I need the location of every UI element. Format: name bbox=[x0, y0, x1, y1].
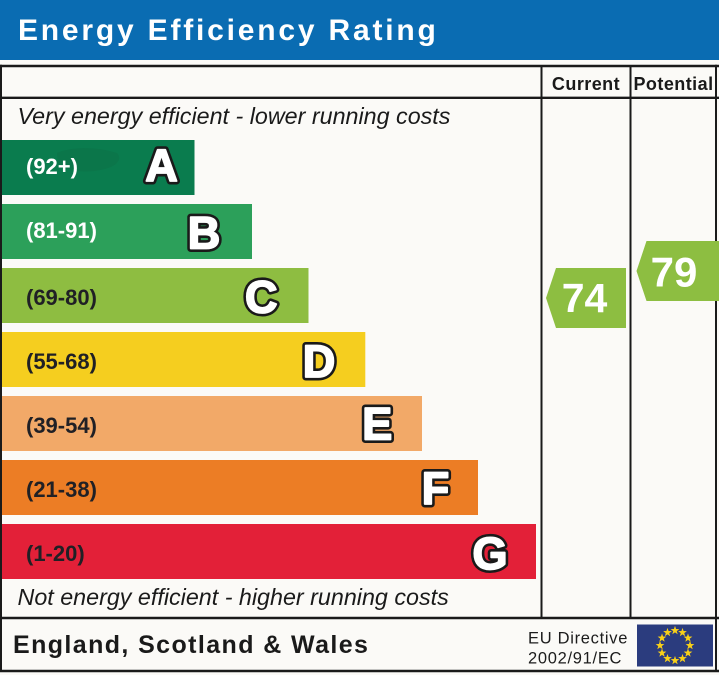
svg-text:(55-68): (55-68) bbox=[26, 349, 97, 374]
svg-text:F: F bbox=[422, 463, 450, 514]
svg-text:C: C bbox=[245, 271, 278, 322]
svg-text:2002/91/EC: 2002/91/EC bbox=[528, 650, 622, 668]
svg-text:Very energy efficient - lower: Very energy efficient - lower running co… bbox=[18, 103, 451, 129]
svg-text:Current: Current bbox=[552, 74, 620, 94]
svg-text:A: A bbox=[145, 140, 178, 191]
svg-text:(21-38): (21-38) bbox=[26, 477, 97, 502]
svg-text:(39-54): (39-54) bbox=[26, 413, 97, 438]
svg-text:B: B bbox=[188, 208, 221, 259]
svg-text:A: A bbox=[145, 140, 178, 191]
svg-text:Not energy efficient - higher: Not energy efficient - higher running co… bbox=[18, 584, 450, 610]
svg-text:England, Scotland & Wales: England, Scotland & Wales bbox=[13, 631, 369, 659]
svg-text:G: G bbox=[472, 528, 507, 579]
svg-text:C: C bbox=[245, 271, 278, 322]
svg-text:74: 74 bbox=[562, 275, 608, 321]
svg-text:(69-80): (69-80) bbox=[26, 285, 97, 310]
svg-text:E: E bbox=[362, 399, 392, 450]
svg-text:B: B bbox=[188, 208, 221, 259]
svg-text:G: G bbox=[472, 528, 507, 579]
svg-text:(92+): (92+) bbox=[26, 154, 78, 179]
svg-text:EU Directive: EU Directive bbox=[528, 630, 628, 648]
svg-text:(81-91): (81-91) bbox=[26, 218, 97, 243]
svg-text:Potential: Potential bbox=[633, 74, 713, 94]
svg-text:(1-20): (1-20) bbox=[26, 541, 85, 566]
svg-text:79: 79 bbox=[651, 249, 698, 296]
svg-text:D: D bbox=[303, 336, 336, 387]
svg-text:F: F bbox=[422, 463, 450, 514]
svg-text:Energy Efficiency Rating: Energy Efficiency Rating bbox=[18, 14, 439, 47]
svg-text:E: E bbox=[362, 399, 392, 450]
svg-text:D: D bbox=[303, 336, 336, 387]
